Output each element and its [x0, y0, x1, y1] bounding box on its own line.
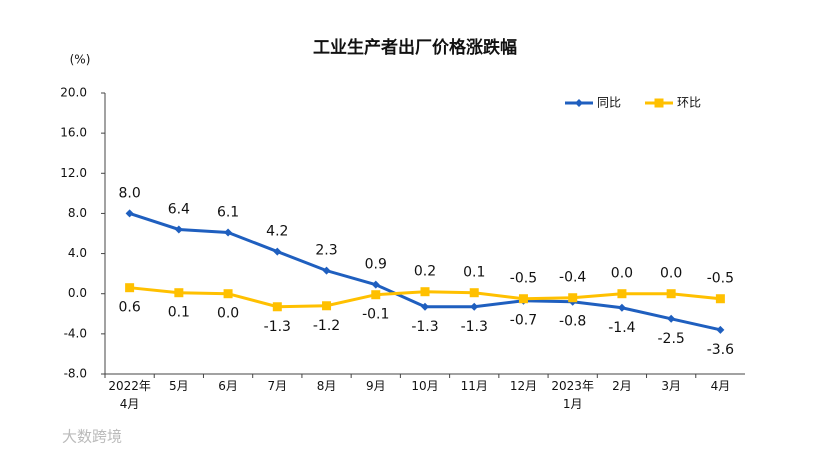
point — [568, 293, 578, 303]
y-tick-label: -4.0 — [64, 326, 87, 340]
point — [617, 289, 627, 299]
y-tick-label: 20.0 — [60, 86, 87, 100]
y-tick-label: 12.0 — [60, 166, 87, 180]
value-label: 0.1 — [463, 265, 485, 281]
watermark: 大数跨境 — [62, 428, 122, 446]
value-label: 2.3 — [315, 243, 337, 259]
value-label: 0.0 — [217, 306, 239, 322]
value-label: -1.3 — [461, 319, 488, 335]
point — [322, 266, 331, 275]
x-tick-label: 10月 — [411, 379, 438, 393]
point — [518, 294, 528, 304]
legend-marker — [654, 98, 664, 108]
y-tick-label: -8.0 — [64, 367, 87, 381]
x-tick-label: 2022年 4月 — [108, 379, 151, 411]
value-label: 8.0 — [118, 185, 140, 201]
point — [470, 302, 479, 311]
value-label: 6.1 — [217, 204, 239, 220]
x-tick-label: 9月 — [366, 379, 386, 393]
point — [272, 302, 282, 312]
value-label: 0.0 — [660, 266, 682, 282]
x-tick-label: 5月 — [169, 379, 189, 393]
value-label: 0.2 — [414, 264, 436, 280]
legend-label: 同比 — [597, 96, 621, 110]
point — [174, 225, 183, 234]
point — [322, 301, 332, 311]
point — [125, 209, 134, 218]
value-label: -0.7 — [510, 313, 537, 329]
point — [371, 290, 381, 300]
point — [421, 302, 429, 311]
value-label: -1.2 — [313, 318, 340, 334]
point — [223, 289, 233, 299]
value-label: 6.4 — [168, 201, 190, 217]
value-label: 0.9 — [365, 257, 387, 273]
value-label: -0.8 — [559, 314, 586, 330]
value-label: 0.6 — [118, 300, 140, 316]
value-label: 0.1 — [168, 305, 190, 321]
value-label: -3.6 — [707, 342, 734, 358]
value-label: -0.4 — [559, 270, 586, 286]
y-axis-label: (%) — [70, 53, 91, 67]
point — [617, 303, 626, 312]
point — [174, 288, 184, 298]
legend-label: 环比 — [677, 96, 701, 110]
x-tick-label: 2023年 1月 — [551, 379, 594, 411]
x-tick-label: 7月 — [267, 379, 287, 393]
x-tick-label: 4月 — [711, 379, 731, 393]
legend-marker — [575, 99, 583, 107]
value-label: -1.3 — [264, 319, 291, 335]
point — [666, 289, 676, 299]
point — [469, 288, 479, 298]
point — [716, 325, 725, 334]
value-label: -1.4 — [608, 320, 635, 336]
point — [224, 228, 233, 237]
point — [273, 247, 282, 256]
x-tick-label: 11月 — [461, 379, 488, 393]
y-tick-label: 4.0 — [68, 246, 87, 260]
value-label: -2.5 — [657, 331, 684, 347]
y-tick-label: 0.0 — [68, 286, 87, 300]
value-label: 4.2 — [266, 224, 288, 240]
value-label: -1.3 — [411, 319, 438, 335]
point — [125, 283, 135, 293]
x-tick-label: 8月 — [317, 379, 337, 393]
point — [715, 294, 725, 304]
point — [667, 314, 676, 323]
x-tick-label: 3月 — [661, 379, 681, 393]
value-label: -0.1 — [362, 307, 389, 323]
x-tick-label: 12月 — [510, 379, 537, 393]
value-label: -0.5 — [510, 271, 537, 287]
value-label: 0.0 — [611, 266, 633, 282]
chart-title: 工业生产者出厂价格涨跌幅 — [313, 37, 517, 58]
y-tick-label: 8.0 — [68, 206, 87, 220]
x-tick-label: 2月 — [612, 379, 632, 393]
value-label: -0.5 — [707, 271, 734, 287]
point — [420, 287, 430, 297]
x-tick-label: 6月 — [218, 379, 238, 393]
y-tick-label: 16.0 — [60, 126, 87, 140]
point — [371, 280, 380, 289]
